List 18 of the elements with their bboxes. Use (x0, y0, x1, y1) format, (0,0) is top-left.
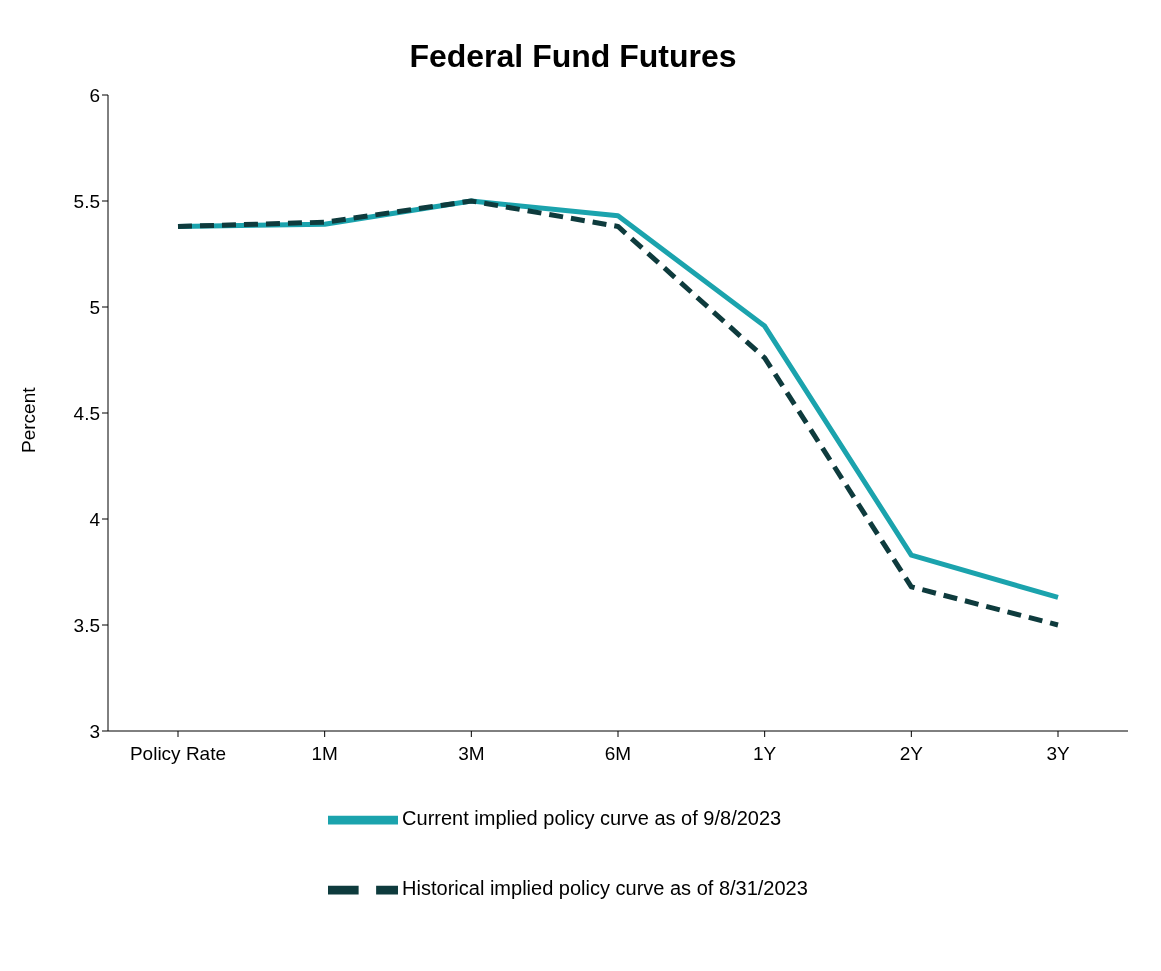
chart-title: Federal Fund Futures (408, 37, 738, 75)
y-tick-label: 6 (89, 84, 100, 106)
x-tick-label: 1Y (753, 743, 777, 765)
legend-label: Current implied policy curve as of 9/8/2023 (402, 807, 782, 830)
x-tick-label: 2Y (899, 743, 924, 765)
x-tick-label: 3M (458, 743, 485, 765)
y-tick-label: 3.5 (73, 614, 100, 636)
y-axis-title: Percent (17, 386, 39, 453)
x-tick-label: 3Y (1046, 743, 1070, 765)
y-tick-label: 4 (89, 508, 101, 530)
y-tick-label: 5.5 (73, 190, 100, 212)
y-tick-label: 5 (89, 296, 100, 318)
legend-label: Historical implied policy curve as of 8/31/2023 (402, 877, 808, 900)
x-tick-label: 6M (604, 743, 632, 765)
y-tick-label: 3 (89, 720, 100, 742)
y-tick-label: 4.5 (73, 402, 100, 424)
x-tick-label: 1M (311, 743, 338, 765)
x-tick-label: Policy Rate (129, 743, 227, 765)
